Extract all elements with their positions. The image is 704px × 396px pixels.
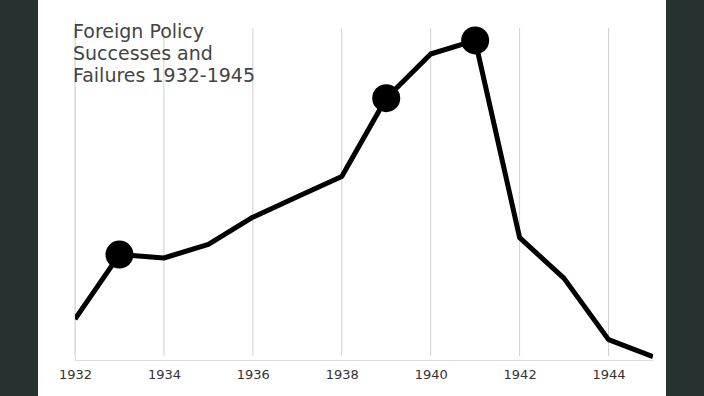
event-marker xyxy=(372,84,400,112)
event-marker xyxy=(461,26,489,54)
title-line: Successes and xyxy=(73,42,213,64)
event-marker xyxy=(105,241,133,269)
grid-line xyxy=(519,28,520,356)
x-tick-label: 1942 xyxy=(504,367,537,382)
x-tick: 1940 xyxy=(415,360,448,382)
grid-line xyxy=(430,28,431,356)
x-tick: 1932 xyxy=(59,360,92,382)
x-tick: 1944 xyxy=(592,360,625,382)
panel xyxy=(38,0,666,396)
x-tick: 1942 xyxy=(504,360,537,382)
x-axis: 1932 1934 1936 1938 1940 1942 1944 xyxy=(59,360,654,382)
title-line: Failures 1932-1945 xyxy=(73,64,255,86)
grid-line xyxy=(608,28,609,356)
x-tick-label: 1944 xyxy=(592,367,625,382)
x-tick-label: 1938 xyxy=(326,367,359,382)
x-tick: 1938 xyxy=(326,360,359,382)
x-tick-label: 1936 xyxy=(237,367,270,382)
title: Foreign PolicySuccesses andFailures 1932… xyxy=(73,20,255,86)
x-tick-label: 1940 xyxy=(415,367,448,382)
x-tick-label: 1934 xyxy=(148,367,181,382)
x-tick: 1934 xyxy=(148,360,181,382)
chart: 1932 1934 1936 1938 1940 1942 1944 Foreign Poli… xyxy=(0,0,704,396)
grid-line xyxy=(341,28,342,356)
x-tick: 1936 xyxy=(237,360,270,382)
x-tick-label: 1932 xyxy=(59,367,92,382)
line xyxy=(75,40,653,356)
background xyxy=(0,0,704,396)
x-axis-line xyxy=(76,360,654,361)
title-line: Foreign Policy xyxy=(73,20,204,42)
